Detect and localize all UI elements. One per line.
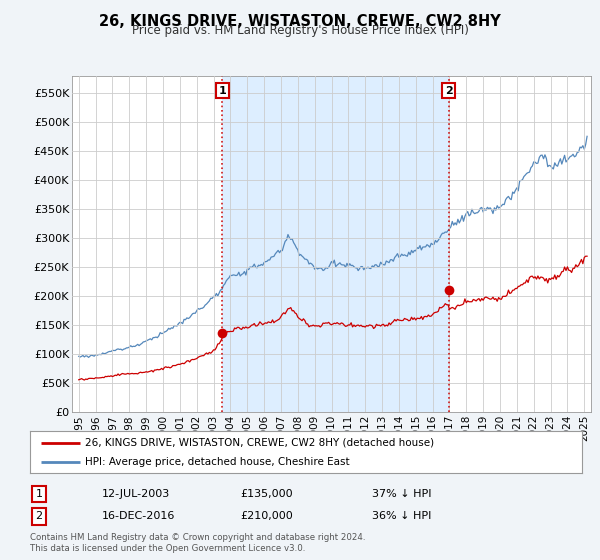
Text: 36% ↓ HPI: 36% ↓ HPI: [372, 511, 431, 521]
Text: 26, KINGS DRIVE, WISTASTON, CREWE, CW2 8HY (detached house): 26, KINGS DRIVE, WISTASTON, CREWE, CW2 8…: [85, 437, 434, 447]
Text: 37% ↓ HPI: 37% ↓ HPI: [372, 489, 431, 499]
Text: £210,000: £210,000: [240, 511, 293, 521]
Text: 2: 2: [35, 511, 43, 521]
Text: 1: 1: [218, 86, 226, 96]
Text: 2: 2: [445, 86, 452, 96]
Text: 26, KINGS DRIVE, WISTASTON, CREWE, CW2 8HY: 26, KINGS DRIVE, WISTASTON, CREWE, CW2 8…: [99, 14, 501, 29]
Text: Contains HM Land Registry data © Crown copyright and database right 2024.
This d: Contains HM Land Registry data © Crown c…: [30, 533, 365, 553]
Text: 12-JUL-2003: 12-JUL-2003: [102, 489, 170, 499]
Text: Price paid vs. HM Land Registry's House Price Index (HPI): Price paid vs. HM Land Registry's House …: [131, 24, 469, 37]
Text: 1: 1: [35, 489, 43, 499]
Text: £135,000: £135,000: [240, 489, 293, 499]
Text: HPI: Average price, detached house, Cheshire East: HPI: Average price, detached house, Ches…: [85, 457, 350, 467]
Bar: [223, 76, 449, 412]
Text: 16-DEC-2016: 16-DEC-2016: [102, 511, 175, 521]
